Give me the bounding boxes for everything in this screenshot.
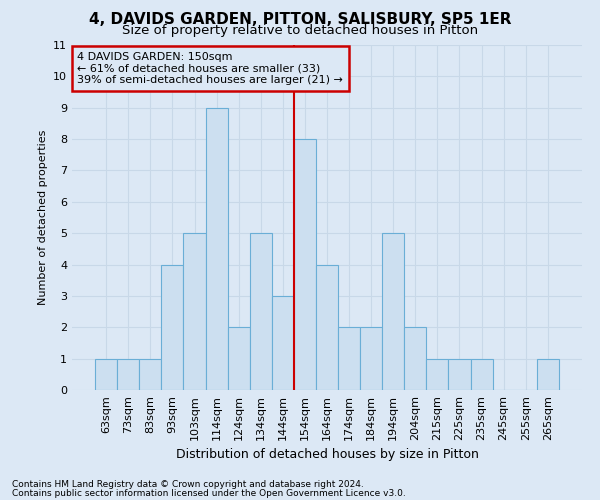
- Bar: [139, 358, 161, 390]
- Bar: [117, 358, 139, 390]
- Bar: [161, 264, 184, 390]
- Bar: [184, 233, 206, 390]
- Bar: [338, 328, 360, 390]
- Text: Size of property relative to detached houses in Pitton: Size of property relative to detached ho…: [122, 24, 478, 37]
- X-axis label: Distribution of detached houses by size in Pitton: Distribution of detached houses by size …: [176, 448, 478, 461]
- Bar: [272, 296, 294, 390]
- Bar: [316, 264, 338, 390]
- Bar: [95, 358, 117, 390]
- Y-axis label: Number of detached properties: Number of detached properties: [38, 130, 47, 305]
- Bar: [382, 233, 404, 390]
- Bar: [250, 233, 272, 390]
- Bar: [537, 358, 559, 390]
- Bar: [448, 358, 470, 390]
- Bar: [470, 358, 493, 390]
- Bar: [294, 139, 316, 390]
- Text: 4 DAVIDS GARDEN: 150sqm
← 61% of detached houses are smaller (33)
39% of semi-de: 4 DAVIDS GARDEN: 150sqm ← 61% of detache…: [77, 52, 343, 85]
- Bar: [206, 108, 227, 390]
- Bar: [360, 328, 382, 390]
- Text: 4, DAVIDS GARDEN, PITTON, SALISBURY, SP5 1ER: 4, DAVIDS GARDEN, PITTON, SALISBURY, SP5…: [89, 12, 511, 28]
- Bar: [404, 328, 427, 390]
- Bar: [227, 328, 250, 390]
- Text: Contains public sector information licensed under the Open Government Licence v3: Contains public sector information licen…: [12, 488, 406, 498]
- Text: Contains HM Land Registry data © Crown copyright and database right 2024.: Contains HM Land Registry data © Crown c…: [12, 480, 364, 489]
- Bar: [427, 358, 448, 390]
